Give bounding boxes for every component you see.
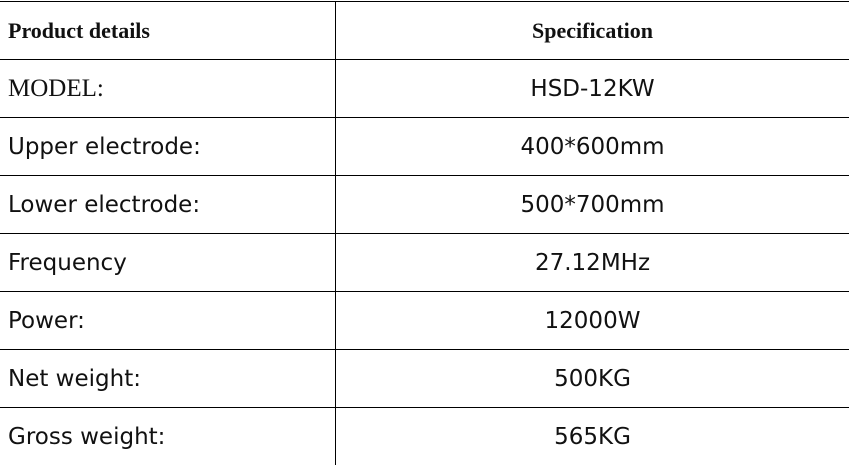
header-cell: Product details <box>0 2 336 60</box>
label-cell: Upper electrode: <box>0 118 336 176</box>
label-cell: Frequency <box>0 234 336 292</box>
table-row: Gross weight:565KG <box>0 408 849 466</box>
header-cell: Specification <box>336 2 849 60</box>
table-row: Power:12000W <box>0 292 849 350</box>
label-cell: Lower electrode: <box>0 176 336 234</box>
value-cell: 565KG <box>336 408 849 466</box>
table-row: MODEL:HSD-12KW <box>0 60 849 118</box>
label-cell: Gross weight: <box>0 408 336 466</box>
table-row: Net weight:500KG <box>0 350 849 408</box>
header-row: Product details Specification <box>0 2 849 60</box>
label-cell: MODEL: <box>0 60 336 118</box>
value-cell: HSD-12KW <box>336 60 849 118</box>
label-cell: Power: <box>0 292 336 350</box>
label-cell: Net weight: <box>0 350 336 408</box>
value-cell: 400*600mm <box>336 118 849 176</box>
value-cell: 12000W <box>336 292 849 350</box>
value-cell: 500*700mm <box>336 176 849 234</box>
table-row: Upper electrode:400*600mm <box>0 118 849 176</box>
value-cell: 500KG <box>336 350 849 408</box>
table-row: Lower electrode:500*700mm <box>0 176 849 234</box>
value-cell: 27.12MHz <box>336 234 849 292</box>
